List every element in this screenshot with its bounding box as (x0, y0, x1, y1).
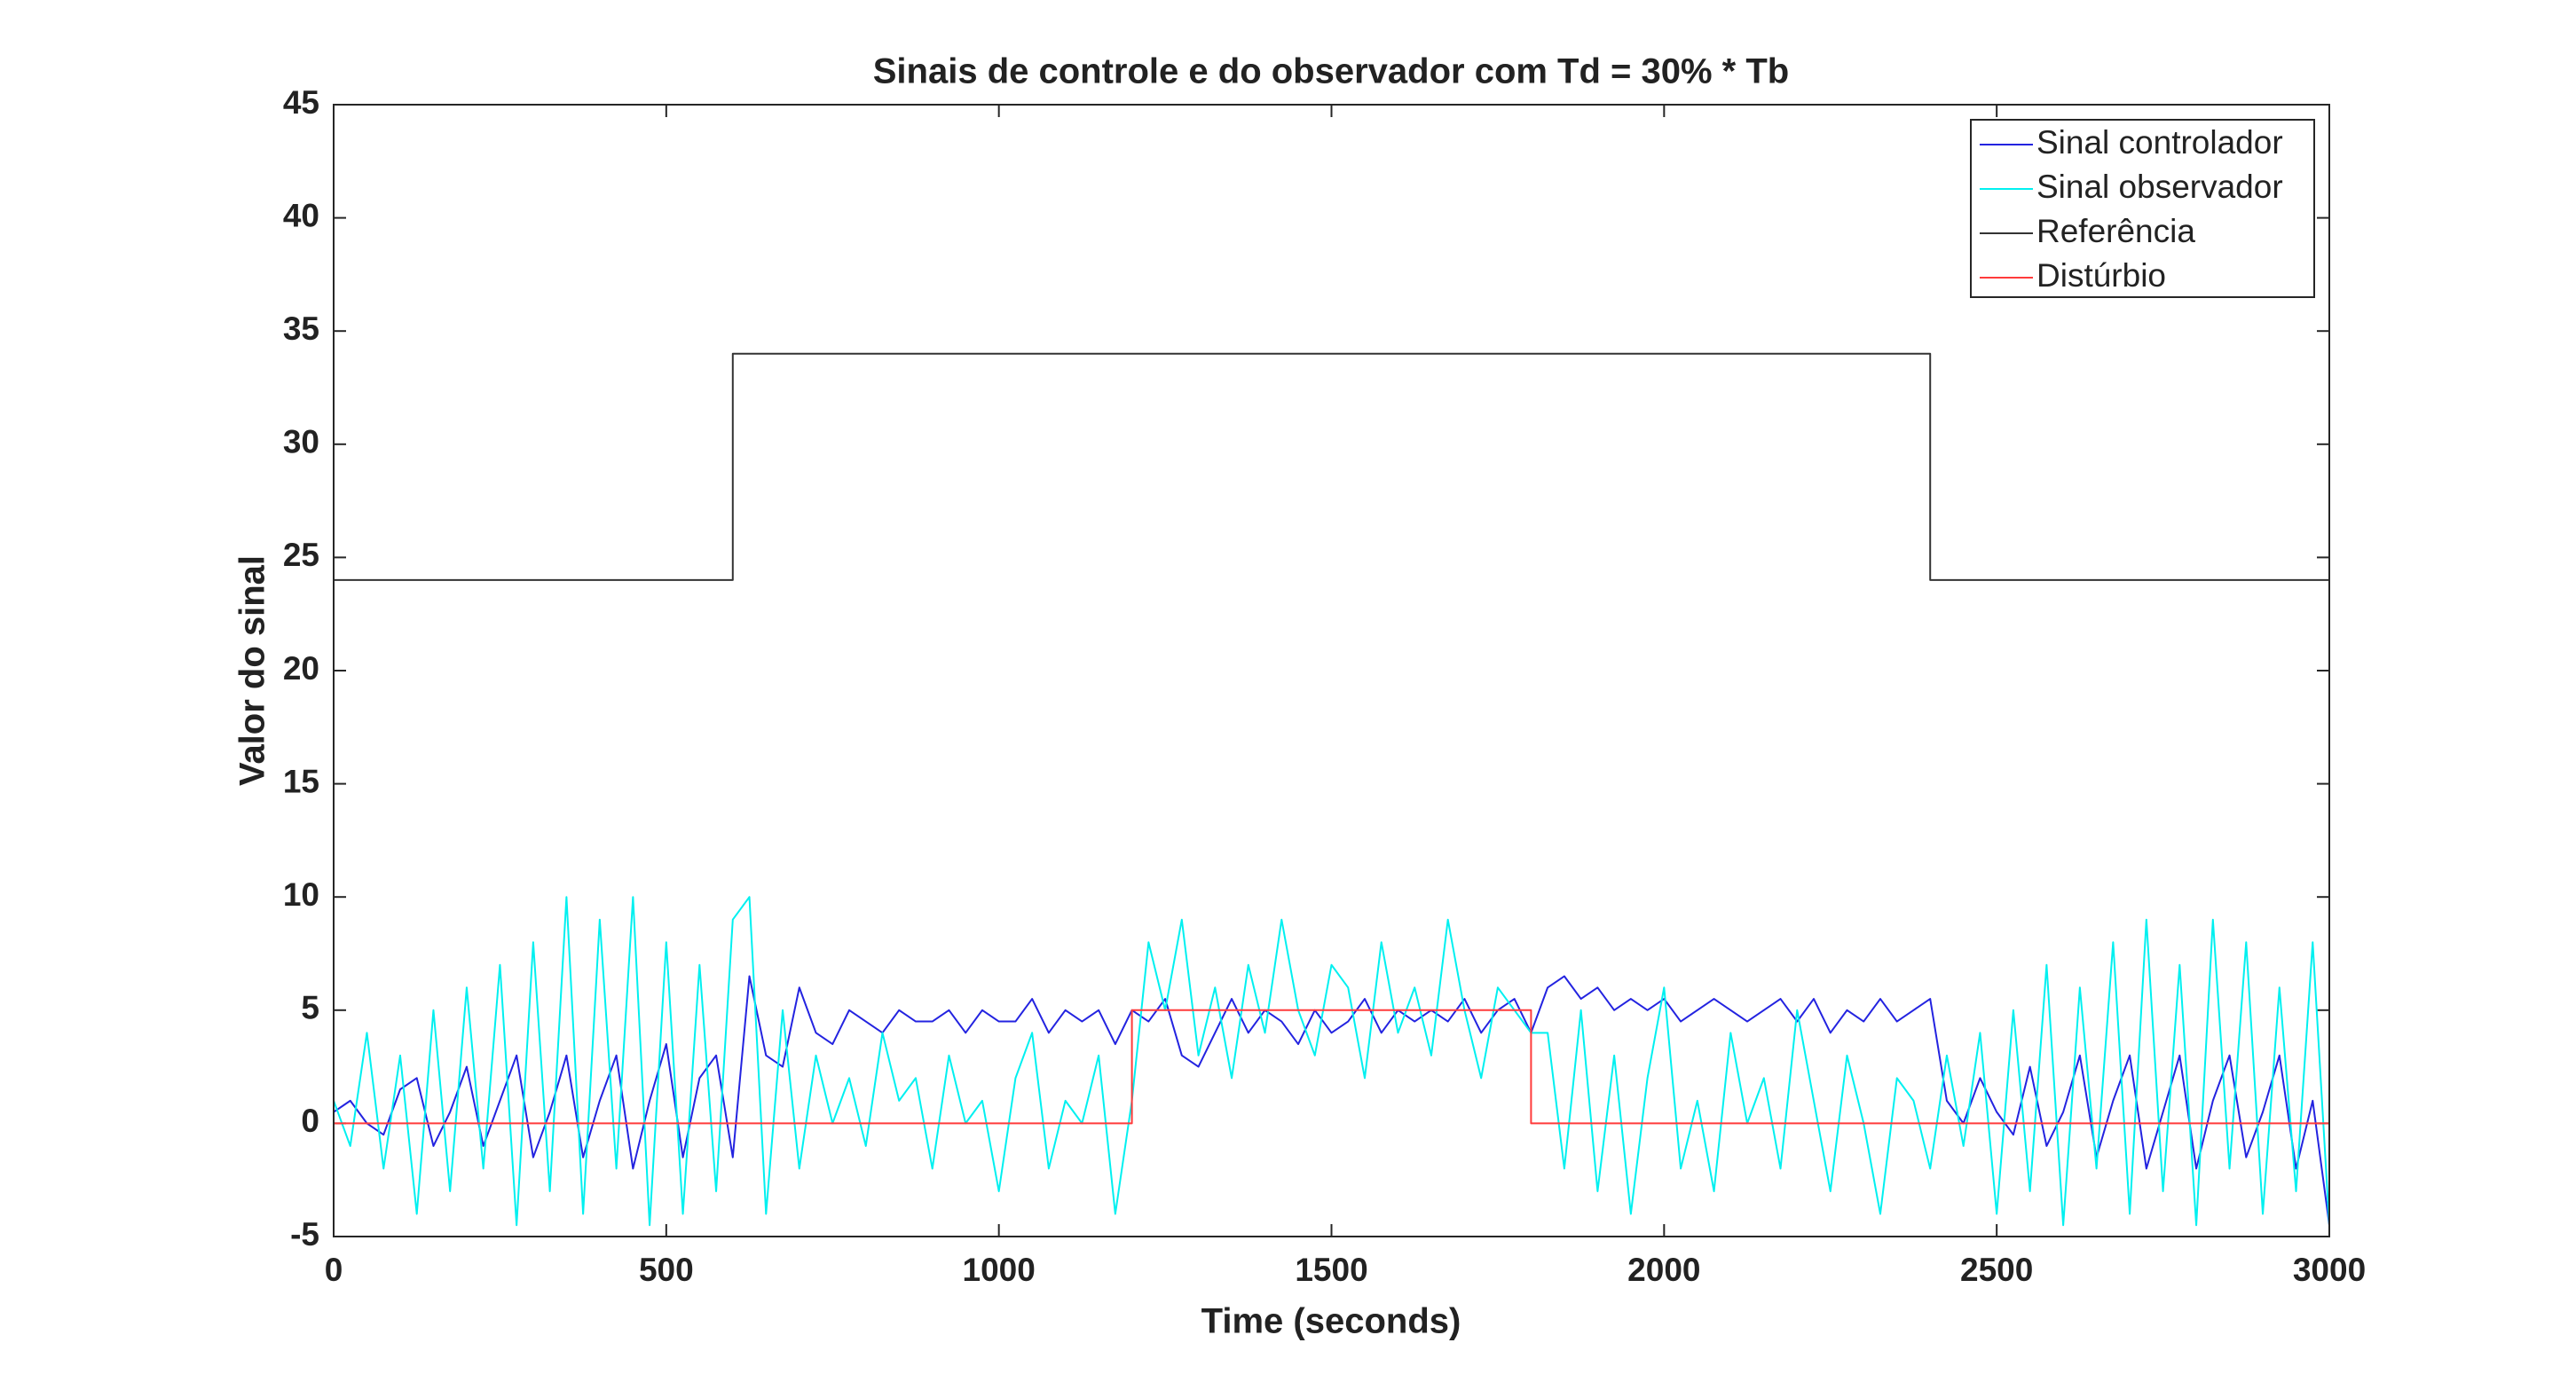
legend-box (1970, 119, 2315, 298)
y-tick-label: 30 (283, 424, 319, 460)
x-tick-label: 2500 (1960, 1252, 2033, 1288)
y-tick-label: 45 (283, 84, 319, 121)
x-axis-label: Time (seconds) (1201, 1302, 1461, 1341)
y-tick-label: 10 (283, 876, 319, 913)
legend-label: Referência (2036, 213, 2195, 249)
y-tick-label: 5 (301, 990, 319, 1026)
y-axis-label: Valor do sinal (233, 555, 272, 786)
x-tick-label: 1000 (963, 1252, 1036, 1288)
chart-title: Sinais de controle e do observador com T… (873, 52, 1789, 91)
axes-box (333, 104, 2330, 1237)
y-tick-label: -5 (290, 1216, 319, 1253)
y-tick-label: 20 (283, 650, 319, 687)
legend-label: Sinal controlador (2036, 124, 2283, 161)
x-tick-label: 0 (325, 1252, 343, 1288)
series-line (334, 896, 2329, 1227)
legend-label: Sinal observador (2036, 169, 2283, 205)
legend-label: Distúrbio (2036, 257, 2166, 294)
y-tick-label: 0 (301, 1103, 319, 1139)
y-tick-label: 15 (283, 763, 319, 799)
y-tick-label: 25 (283, 537, 319, 573)
x-tick-label: 3000 (2293, 1252, 2366, 1288)
series-line (334, 352, 2329, 581)
series-line (334, 1009, 2329, 1125)
series-line (334, 975, 2329, 1226)
y-tick-label: 40 (283, 197, 319, 233)
x-tick-label: 2000 (1627, 1252, 1700, 1288)
y-tick-label: 35 (283, 310, 319, 347)
x-tick-label: 500 (639, 1252, 694, 1288)
x-tick-label: 1500 (1295, 1252, 1367, 1288)
